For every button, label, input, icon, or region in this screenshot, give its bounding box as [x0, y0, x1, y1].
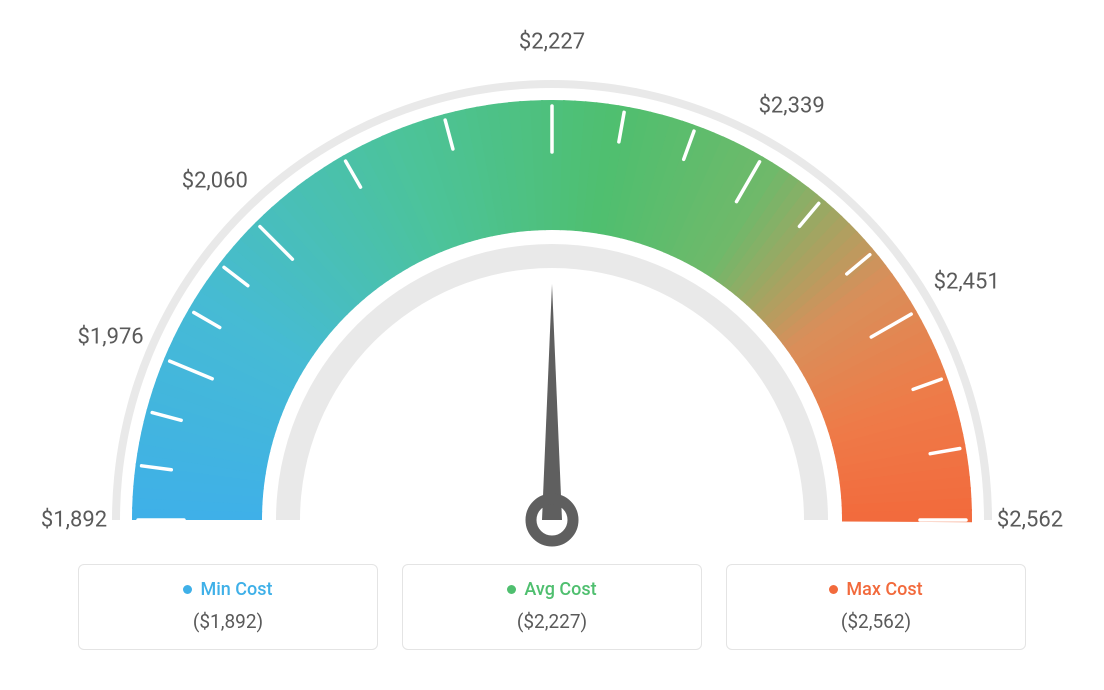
legend-title-max: Max Cost [829, 579, 922, 600]
dot-icon [829, 585, 838, 594]
gauge-tick-label: $2,451 [934, 270, 1000, 295]
legend-title-avg: Avg Cost [507, 579, 596, 600]
legend-card-min: Min Cost ($1,892) [78, 564, 378, 650]
legend-card-max: Max Cost ($2,562) [726, 564, 1026, 650]
legend-title-min: Min Cost [183, 579, 272, 600]
legend-value-min: ($1,892) [79, 610, 377, 633]
gauge-tick-label: $2,060 [182, 169, 248, 194]
gauge-tick-label: $2,339 [759, 94, 825, 119]
gauge-tick-label: $2,562 [997, 508, 1063, 533]
gauge-tick-label: $1,892 [41, 508, 107, 533]
legend-title-text: Min Cost [200, 579, 272, 600]
legend-value-max: ($2,562) [727, 610, 1025, 633]
dot-icon [507, 585, 516, 594]
legend-row: Min Cost ($1,892) Avg Cost ($2,227) Max … [0, 564, 1104, 650]
legend-card-avg: Avg Cost ($2,227) [402, 564, 702, 650]
gauge-tick-label: $1,976 [78, 324, 144, 349]
legend-value-avg: ($2,227) [403, 610, 701, 633]
dot-icon [183, 585, 192, 594]
legend-title-text: Avg Cost [524, 579, 596, 600]
gauge-tick-label: $2,227 [519, 30, 585, 55]
legend-title-text: Max Cost [846, 579, 922, 600]
gauge-chart: $1,892 $1,976 $2,060 $2,227 $2,339 $2,451 $2,5… [0, 0, 1104, 560]
